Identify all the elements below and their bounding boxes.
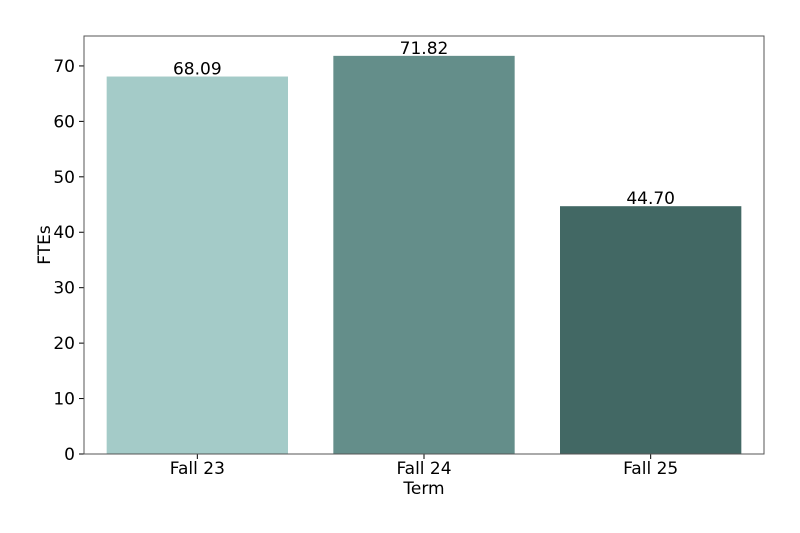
bar xyxy=(560,206,742,454)
y-tick-label: 0 xyxy=(64,445,75,465)
y-axis-label: FTEs xyxy=(35,225,55,265)
value-label: 44.70 xyxy=(626,189,675,209)
bar xyxy=(333,55,515,455)
x-tick-label: Fall 23 xyxy=(170,459,225,479)
value-label: 68.09 xyxy=(173,60,222,80)
y-tick-label: 50 xyxy=(53,168,75,188)
x-tick-label: Fall 24 xyxy=(396,459,451,479)
x-axis-label: Term xyxy=(402,479,444,499)
y-tick-label: 10 xyxy=(53,390,75,410)
y-tick-label: 20 xyxy=(53,334,75,354)
value-label: 71.82 xyxy=(400,39,449,59)
y-tick-label: 70 xyxy=(53,57,75,77)
y-tick-label: 40 xyxy=(53,223,75,243)
x-tick-label: Fall 25 xyxy=(623,459,678,479)
bar xyxy=(106,76,289,454)
y-tick-label: 60 xyxy=(53,112,75,132)
y-tick-label: 30 xyxy=(53,279,75,299)
plot-frame xyxy=(83,35,765,455)
